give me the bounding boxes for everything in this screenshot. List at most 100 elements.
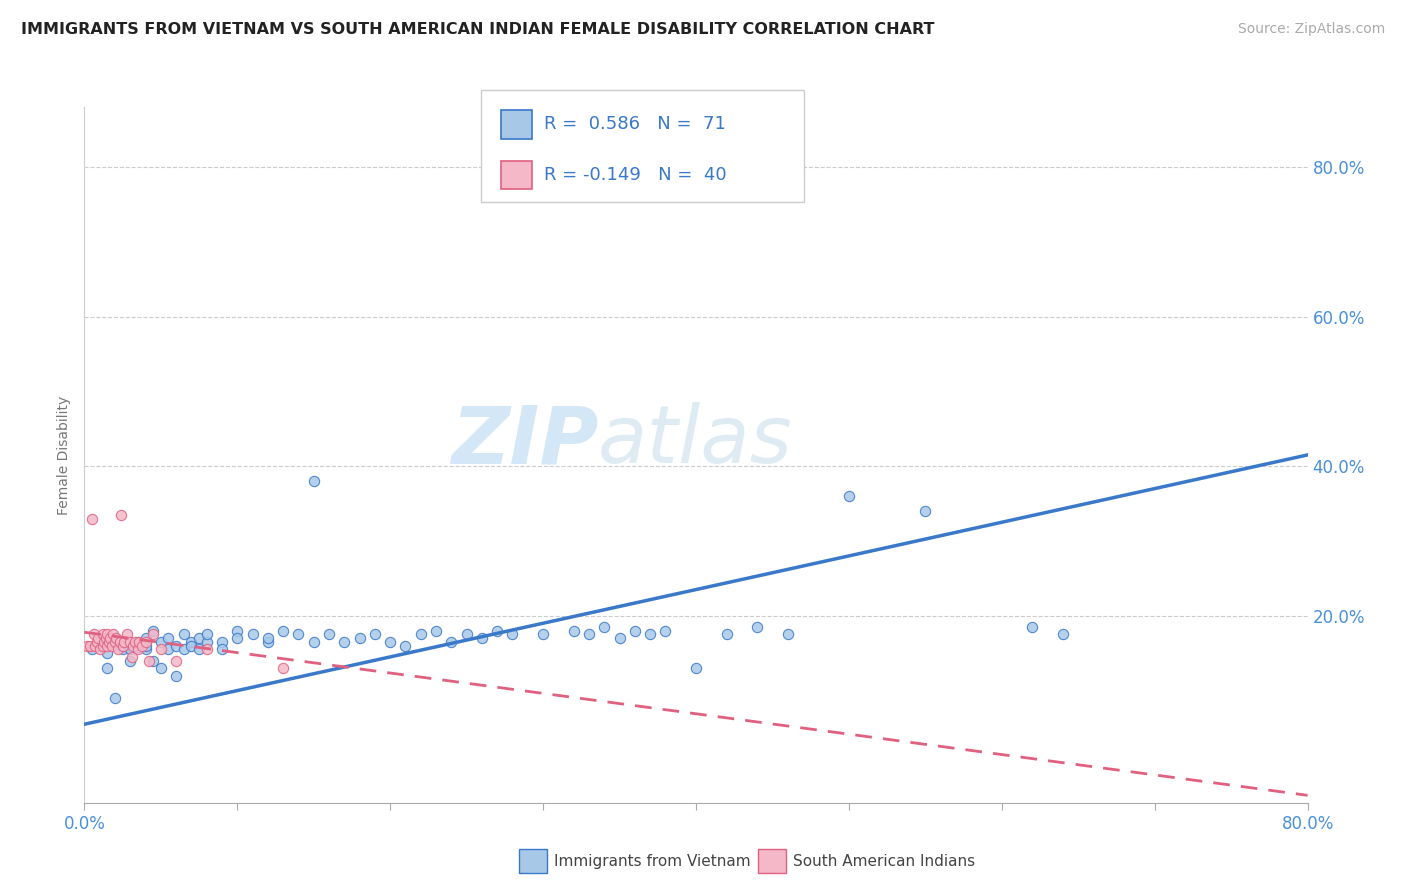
Point: [226, 631, 249, 645]
Point: [624, 624, 647, 638]
Point: [111, 642, 134, 657]
Text: ZIP: ZIP: [451, 402, 598, 480]
Point: [349, 631, 371, 645]
Point: [302, 635, 325, 649]
Point: [122, 639, 145, 653]
Point: [593, 620, 616, 634]
Point: [142, 624, 165, 638]
Point: [502, 627, 524, 641]
Point: [562, 624, 585, 638]
Y-axis label: Female Disability: Female Disability: [58, 395, 72, 515]
Text: R =  0.586   N =  71: R = 0.586 N = 71: [544, 115, 725, 133]
Point: [87, 631, 110, 645]
Point: [716, 627, 738, 641]
Point: [380, 635, 402, 649]
Point: [302, 474, 325, 488]
Point: [89, 639, 111, 653]
Point: [120, 642, 142, 657]
Point: [101, 639, 124, 653]
Point: [149, 661, 172, 675]
Point: [97, 635, 120, 649]
Point: [157, 631, 180, 645]
Point: [94, 631, 117, 645]
Point: [135, 639, 157, 653]
Text: R = -0.149   N =  40: R = -0.149 N = 40: [544, 166, 727, 184]
Point: [195, 627, 218, 641]
Point: [747, 620, 769, 634]
Point: [142, 654, 165, 668]
Point: [120, 654, 142, 668]
Point: [471, 631, 494, 645]
Point: [135, 631, 157, 645]
Text: South American Indians: South American Indians: [793, 855, 976, 869]
Point: [333, 635, 356, 649]
Point: [776, 627, 799, 641]
Point: [121, 649, 143, 664]
Point: [364, 627, 387, 641]
Point: [211, 642, 233, 657]
Point: [578, 627, 600, 641]
Point: [93, 635, 115, 649]
Point: [685, 661, 707, 675]
Point: [76, 639, 98, 653]
Point: [79, 639, 101, 653]
Point: [107, 642, 129, 657]
Point: [124, 635, 146, 649]
Point: [104, 635, 127, 649]
Point: [188, 642, 211, 657]
Point: [456, 627, 478, 641]
Point: [394, 639, 416, 653]
Point: [135, 635, 157, 649]
Point: [96, 646, 118, 660]
Point: [211, 635, 233, 649]
Point: [111, 639, 134, 653]
Point: [440, 635, 463, 649]
Point: [609, 631, 631, 645]
Point: [104, 691, 127, 706]
Point: [105, 631, 128, 645]
Point: [127, 640, 149, 655]
Point: [104, 631, 127, 645]
Point: [180, 639, 202, 653]
Point: [131, 639, 153, 653]
Point: [287, 627, 309, 641]
Point: [83, 627, 105, 641]
Point: [318, 627, 340, 641]
Point: [257, 631, 280, 645]
Point: [257, 635, 280, 649]
Point: [115, 627, 138, 641]
Point: [242, 627, 264, 641]
Point: [271, 661, 294, 675]
Point: [108, 635, 131, 649]
Point: [838, 489, 860, 503]
Point: [157, 642, 180, 657]
Text: Source: ZipAtlas.com: Source: ZipAtlas.com: [1237, 22, 1385, 37]
Point: [654, 624, 676, 638]
Point: [80, 642, 103, 657]
Point: [96, 639, 118, 653]
Point: [638, 627, 661, 641]
Point: [149, 642, 172, 657]
Point: [195, 642, 218, 657]
Point: [425, 624, 447, 638]
Point: [531, 627, 554, 641]
Text: IMMIGRANTS FROM VIETNAM VS SOUTH AMERICAN INDIAN FEMALE DISABILITY CORRELATION C: IMMIGRANTS FROM VIETNAM VS SOUTH AMERICA…: [21, 22, 935, 37]
Point: [80, 511, 103, 525]
Point: [89, 642, 111, 657]
Point: [165, 654, 187, 668]
Point: [112, 635, 135, 649]
Point: [1358, 287, 1381, 301]
Point: [914, 504, 936, 518]
Point: [149, 635, 172, 649]
Point: [127, 642, 149, 657]
Point: [135, 642, 157, 657]
Point: [1052, 627, 1074, 641]
Point: [96, 661, 118, 675]
Point: [127, 635, 149, 649]
Point: [91, 639, 114, 653]
Point: [103, 627, 125, 641]
Point: [271, 624, 294, 638]
Point: [86, 635, 108, 649]
Point: [173, 642, 195, 657]
Text: atlas: atlas: [598, 402, 793, 480]
